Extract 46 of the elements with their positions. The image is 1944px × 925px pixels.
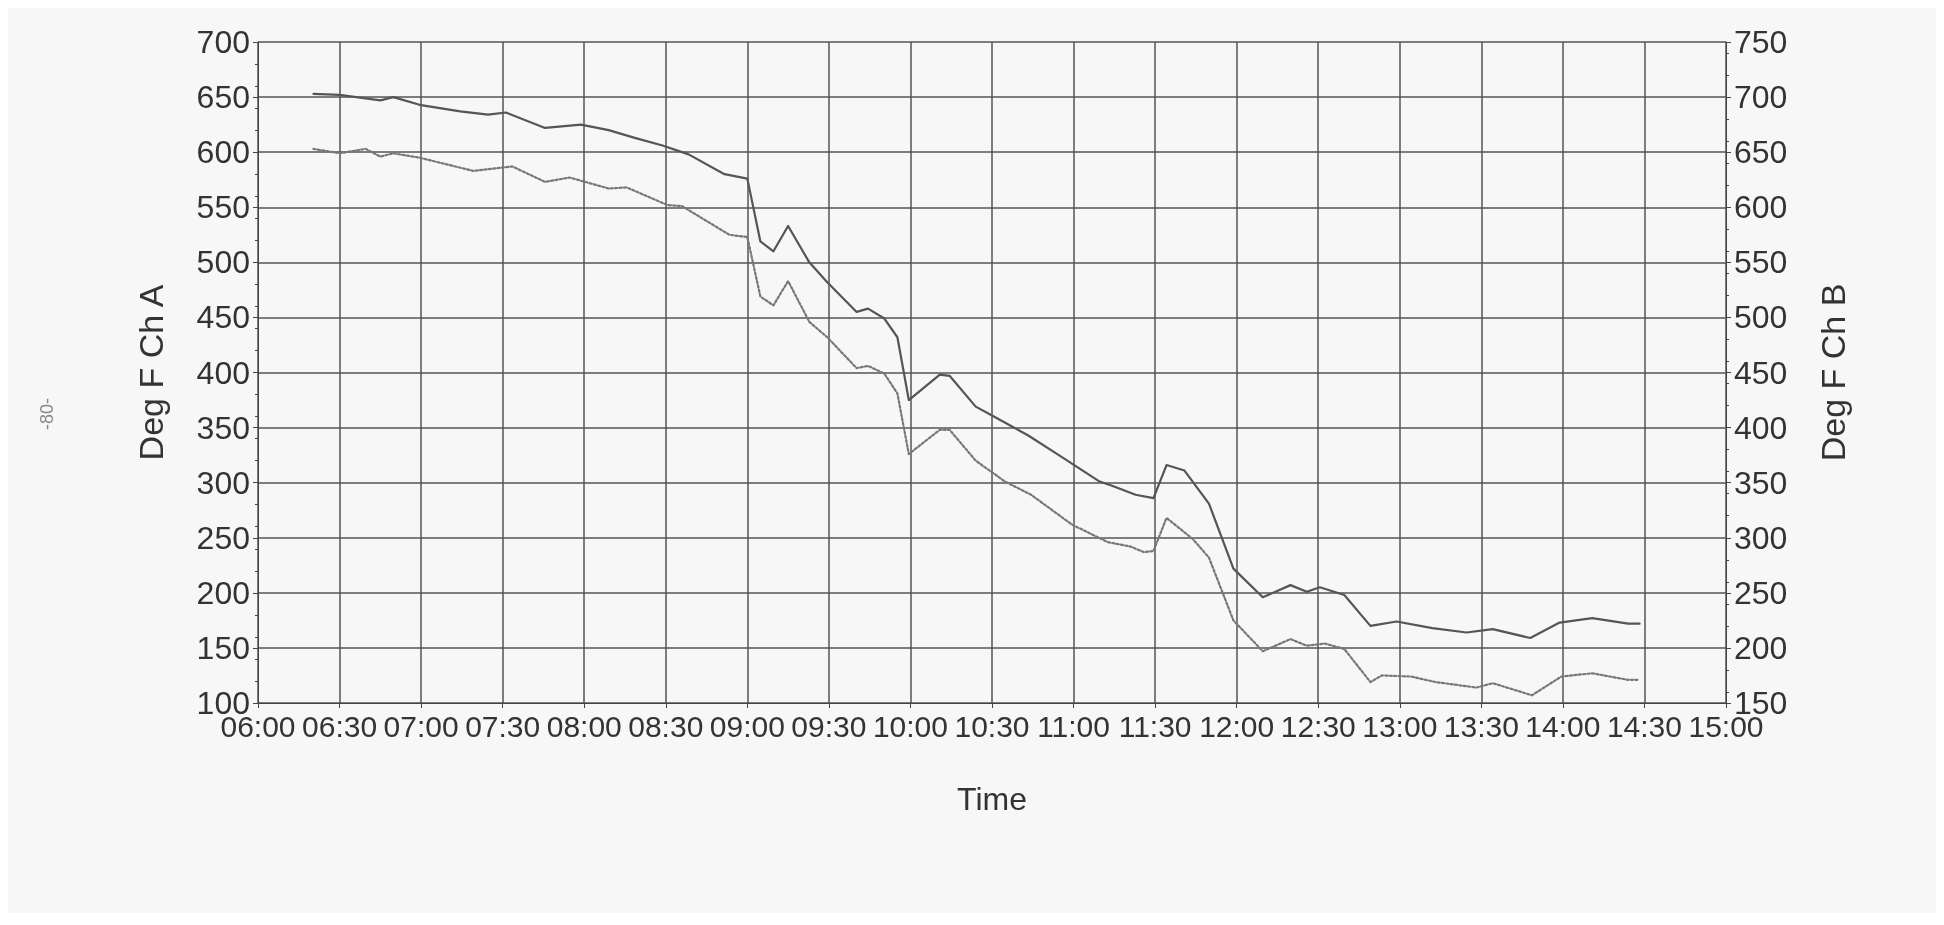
y2-tick-label: 400 bbox=[1734, 409, 1788, 446]
x-tick-label: 13:00 bbox=[1362, 709, 1438, 743]
y-tick-label: 450 bbox=[196, 299, 250, 336]
y-tick-label: 650 bbox=[196, 79, 250, 116]
y2-tick-label: 650 bbox=[1734, 134, 1788, 171]
x-tick-label: 14:30 bbox=[1606, 709, 1682, 743]
y-tick-label: 500 bbox=[196, 244, 250, 281]
y-tick-label: 150 bbox=[196, 629, 250, 666]
x-tick-label: 12:00 bbox=[1199, 709, 1275, 743]
x-tick-label: 14:00 bbox=[1525, 709, 1601, 743]
y2-tick-label: 450 bbox=[1734, 354, 1788, 391]
x-tick-label: 13:30 bbox=[1443, 709, 1519, 743]
x-tick-label: 08:30 bbox=[628, 709, 704, 743]
x-tick-label: 10:30 bbox=[954, 709, 1030, 743]
y2-tick-label: 250 bbox=[1734, 574, 1788, 611]
x-tick-label: 06:30 bbox=[302, 709, 378, 743]
y-tick-label: 300 bbox=[196, 464, 250, 501]
x-axis-title: Time bbox=[957, 781, 1027, 817]
y-tick-label: 700 bbox=[196, 24, 250, 60]
y-tick-label: 200 bbox=[196, 574, 250, 611]
y-tick-label: 550 bbox=[196, 189, 250, 226]
x-tick-label: 11:00 bbox=[1037, 709, 1110, 743]
y-tick-label: 250 bbox=[196, 519, 250, 556]
x-tick-label: 09:00 bbox=[709, 709, 785, 743]
y2-tick-label: 300 bbox=[1734, 519, 1788, 556]
y2-axis-title: Deg F Ch B bbox=[1814, 283, 1852, 462]
y2-tick-label: 350 bbox=[1734, 464, 1788, 501]
text: -80- bbox=[37, 397, 57, 431]
y-tick-label: 400 bbox=[196, 354, 250, 391]
y2-tick-label: 550 bbox=[1734, 244, 1788, 281]
y-tick-label: 600 bbox=[196, 134, 250, 171]
x-tick-label: 07:00 bbox=[383, 709, 459, 743]
x-tick-label: 10:00 bbox=[872, 709, 948, 743]
x-tick-label: 09:30 bbox=[791, 709, 867, 743]
x-tick-label: 08:00 bbox=[546, 709, 622, 743]
y2-tick-label: 700 bbox=[1734, 79, 1788, 116]
y2-tick-label: 500 bbox=[1734, 299, 1788, 336]
line-series bbox=[312, 147, 1641, 697]
x-tick-label: 11:30 bbox=[1118, 709, 1192, 743]
y2-tick-label: 750 bbox=[1734, 24, 1788, 60]
y-axis-title: Deg F Ch A bbox=[132, 284, 170, 461]
x-tick-label: 12:30 bbox=[1280, 709, 1356, 743]
y2-tick-label: 600 bbox=[1734, 189, 1788, 226]
y2-tick-label: 200 bbox=[1734, 629, 1788, 666]
y-tick-label: 350 bbox=[196, 409, 250, 446]
x-tick-label: 07:30 bbox=[465, 709, 541, 743]
